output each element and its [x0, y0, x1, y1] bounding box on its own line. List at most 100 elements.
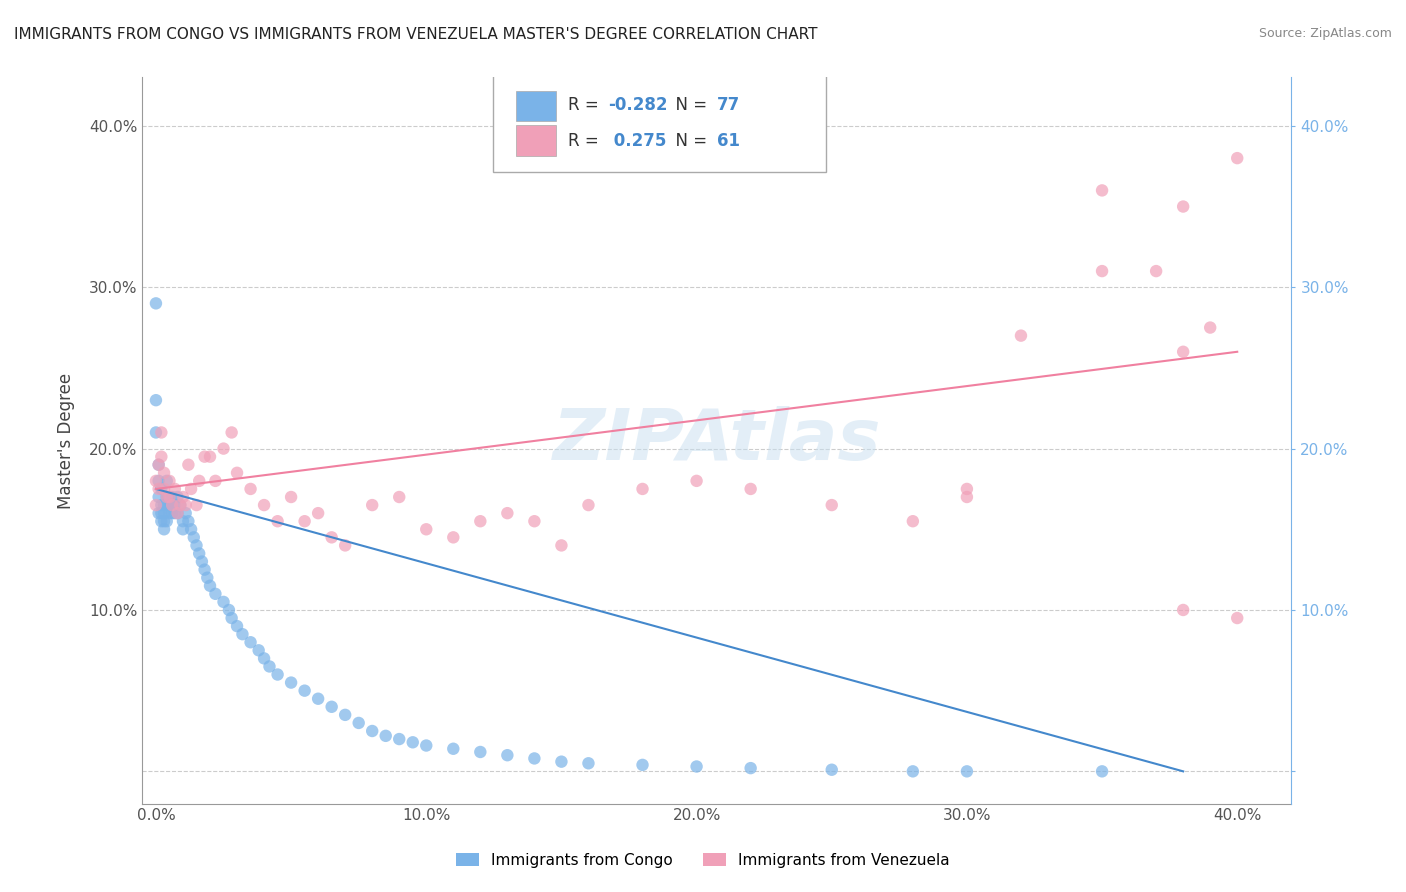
Point	[145, 296, 167, 310]
Point	[321, 699, 343, 714]
Point	[374, 729, 396, 743]
Point	[361, 498, 384, 512]
Point	[221, 425, 243, 440]
Point	[186, 538, 208, 552]
Point	[1173, 344, 1195, 359]
Point	[159, 490, 181, 504]
Point	[253, 498, 276, 512]
Point	[180, 482, 202, 496]
Point	[156, 490, 179, 504]
Point	[321, 530, 343, 544]
Point	[163, 506, 186, 520]
Point	[956, 764, 979, 779]
Point	[145, 474, 167, 488]
Point	[523, 514, 546, 528]
Point	[172, 514, 194, 528]
Point	[148, 490, 170, 504]
Point	[523, 751, 546, 765]
Point	[153, 506, 176, 520]
Point	[180, 522, 202, 536]
Point	[148, 474, 170, 488]
Point	[204, 474, 226, 488]
Point	[172, 490, 194, 504]
Point	[145, 425, 167, 440]
Point	[188, 474, 211, 488]
Point	[160, 498, 183, 512]
Point	[1199, 320, 1222, 334]
Point	[470, 745, 492, 759]
Legend: Immigrants from Congo, Immigrants from Venezuela: Immigrants from Congo, Immigrants from V…	[449, 845, 957, 875]
Point	[496, 506, 519, 520]
Point	[148, 458, 170, 472]
Point	[148, 506, 170, 520]
Point	[239, 635, 262, 649]
Point	[388, 732, 411, 747]
Point	[333, 707, 356, 722]
Point	[266, 514, 288, 528]
Point	[239, 482, 262, 496]
Point	[247, 643, 270, 657]
Point	[166, 506, 188, 520]
Point	[1173, 200, 1195, 214]
Point	[280, 675, 302, 690]
Point	[550, 755, 572, 769]
Point	[740, 482, 762, 496]
Point	[156, 490, 179, 504]
Point	[441, 530, 464, 544]
Point	[361, 724, 384, 739]
Point	[307, 506, 329, 520]
Point	[1226, 611, 1249, 625]
Point	[1144, 264, 1167, 278]
Point	[821, 763, 844, 777]
Point	[259, 659, 281, 673]
Y-axis label: Master's Degree: Master's Degree	[58, 373, 75, 508]
Point	[578, 756, 600, 771]
Point	[150, 482, 173, 496]
Point	[470, 514, 492, 528]
Point	[153, 498, 176, 512]
Point	[212, 442, 235, 456]
Point	[253, 651, 276, 665]
Point	[186, 498, 208, 512]
Point	[901, 764, 924, 779]
Text: N =: N =	[665, 132, 713, 150]
FancyBboxPatch shape	[494, 74, 825, 172]
Text: Source: ZipAtlas.com: Source: ZipAtlas.com	[1258, 27, 1392, 40]
Point	[163, 482, 186, 496]
Point	[226, 466, 249, 480]
Point	[307, 691, 329, 706]
Point	[188, 547, 211, 561]
Point	[402, 735, 425, 749]
Text: R =: R =	[568, 96, 603, 114]
Text: 0.275: 0.275	[607, 132, 666, 150]
Point	[145, 393, 167, 408]
Point	[145, 498, 167, 512]
Point	[150, 450, 173, 464]
Point	[194, 563, 217, 577]
Point	[153, 514, 176, 528]
Text: 61: 61	[717, 132, 740, 150]
Point	[159, 498, 181, 512]
Point	[156, 514, 179, 528]
Point	[169, 498, 191, 512]
Point	[956, 482, 979, 496]
Point	[740, 761, 762, 775]
Point	[1091, 183, 1114, 197]
Point	[159, 474, 181, 488]
Point	[198, 450, 221, 464]
Point	[160, 498, 183, 512]
Point	[160, 490, 183, 504]
Text: R =: R =	[568, 132, 603, 150]
Point	[1010, 328, 1032, 343]
Point	[174, 498, 197, 512]
Point	[169, 498, 191, 512]
Point	[631, 757, 654, 772]
Point	[150, 514, 173, 528]
Point	[150, 425, 173, 440]
Point	[218, 603, 240, 617]
Point	[294, 514, 316, 528]
Point	[156, 498, 179, 512]
Point	[174, 506, 197, 520]
Text: ZIPAtlas: ZIPAtlas	[553, 406, 882, 475]
Point	[821, 498, 844, 512]
